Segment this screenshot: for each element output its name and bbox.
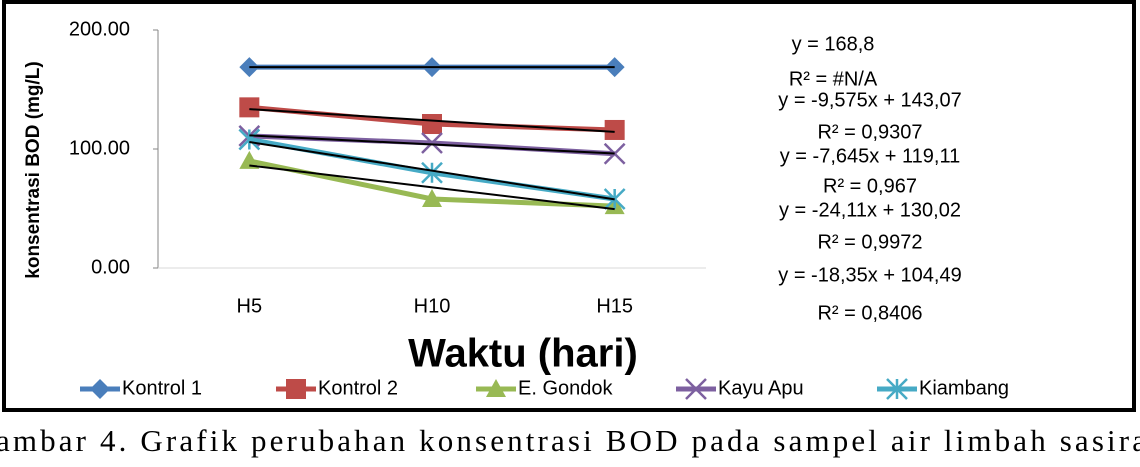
trendline-equation: y = -9,575x + 143,07 <box>778 89 961 111</box>
legend-label: E. Gondok <box>518 377 614 399</box>
trendline-r2: R² = 0,8406 <box>817 302 922 324</box>
trendline-equation: y = -24,11x + 130,02 <box>779 199 961 221</box>
trendline-r2: R² = #N/A <box>789 68 878 90</box>
legend-label: Kontrol 2 <box>318 377 398 399</box>
caption: ambar 4. Grafik perubahan konsentrasi BO… <box>0 423 1140 458</box>
x-tick-label: H5 <box>237 295 263 317</box>
y-tick-label: 200.00 <box>69 18 130 40</box>
legend-item: Kayu Apu <box>676 377 804 400</box>
legend-item: Kontrol 2 <box>276 377 398 399</box>
legend-label: Kayu Apu <box>718 377 804 399</box>
marker <box>603 142 626 165</box>
marker <box>422 114 442 135</box>
y-tick-label: 100.00 <box>69 137 130 159</box>
y-tick-label: 0.00 <box>91 256 130 278</box>
trendline <box>249 134 615 155</box>
y-axis-title: konsentrasi BOD (mg/L) <box>23 61 44 278</box>
marker <box>238 128 261 151</box>
legend-item: Kiambang <box>877 377 1009 400</box>
marker <box>685 378 707 400</box>
trendline <box>249 108 615 133</box>
trendline <box>249 140 615 201</box>
trendline-equation: y = 168,8 <box>792 33 875 55</box>
legend-label: Kontrol 1 <box>122 377 202 399</box>
trendline <box>249 164 615 211</box>
marker <box>604 119 625 140</box>
trendline-equation: y = -18,35x + 104,49 <box>778 264 961 286</box>
trendline-r2: R² = 0,967 <box>823 175 917 197</box>
marker <box>90 379 110 399</box>
marker <box>886 378 908 400</box>
marker <box>286 379 306 399</box>
marker <box>421 132 443 154</box>
legend-item: Kontrol 1 <box>80 377 202 399</box>
trendline-r2: R² = 0,9307 <box>817 121 922 143</box>
marker <box>486 379 506 397</box>
legend-label: Kiambang <box>919 377 1009 399</box>
trendline-r2: R² = 0,9972 <box>817 231 922 253</box>
x-axis-title: Waktu (hari) <box>408 332 638 376</box>
marker <box>239 97 260 118</box>
x-tick-label: H10 <box>414 295 451 317</box>
x-tick-label: H15 <box>596 295 633 317</box>
marker <box>239 150 260 169</box>
marker <box>422 188 442 207</box>
trendline-equation: y = -7,645x + 119,11 <box>780 145 961 167</box>
marker <box>421 161 443 184</box>
legend-item: E. Gondok <box>476 377 614 399</box>
